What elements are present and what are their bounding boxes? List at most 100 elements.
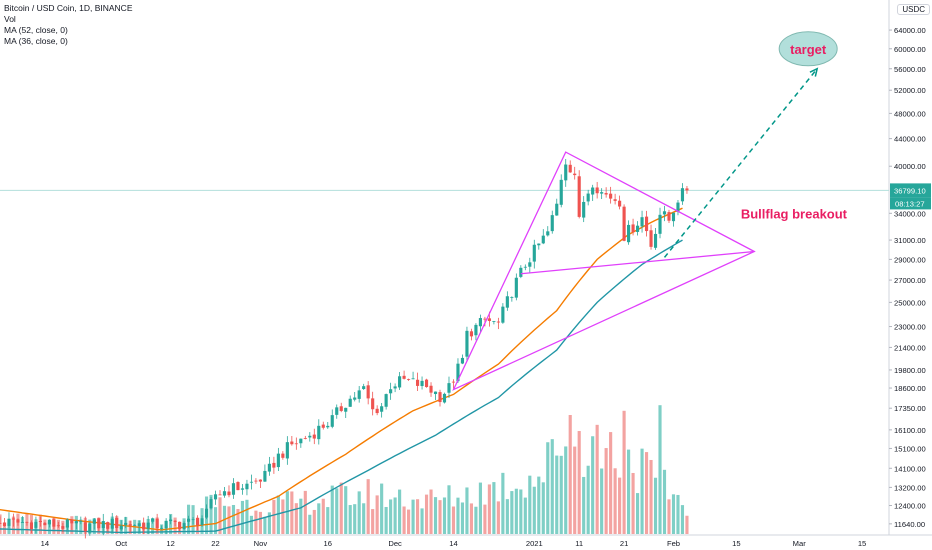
legend-volume[interactable]: Vol (4, 14, 16, 24)
price-tick-label: 31000.00 (894, 236, 926, 245)
volume-bar (398, 489, 402, 534)
volume-bar (47, 522, 51, 534)
candle (631, 218, 635, 236)
price-tick-label: 64000.00 (894, 26, 926, 35)
price-tick-label: 60000.00 (894, 45, 926, 54)
volume-bar (514, 488, 518, 534)
candle (213, 490, 218, 505)
candle-body (0, 522, 2, 524)
candle (56, 521, 60, 528)
candle (70, 519, 74, 530)
volume-bar (519, 489, 523, 534)
candle-body (254, 480, 258, 482)
candle (195, 515, 200, 531)
candle-body (312, 434, 316, 439)
candle (231, 478, 236, 499)
candle-body (420, 380, 424, 387)
candle-body (106, 522, 110, 529)
candle-body (7, 518, 11, 526)
candle-body (191, 519, 195, 521)
candle-body (34, 521, 38, 528)
candle-body (2, 522, 7, 527)
legend-ma-52[interactable]: MA (52, close, 0) (4, 25, 68, 35)
time-tick-label: Mar (793, 539, 807, 548)
candle (469, 328, 474, 341)
candle-body (586, 193, 590, 202)
candle (662, 205, 667, 222)
volume-bar (559, 455, 563, 534)
candle-body (137, 523, 141, 527)
candle (11, 513, 16, 527)
candle (451, 379, 456, 389)
candle-body (308, 435, 312, 438)
candle (0, 516, 2, 525)
candle (191, 517, 195, 525)
candle (290, 435, 294, 446)
candle-body (402, 375, 406, 379)
candle (267, 456, 271, 476)
legend-ma-36[interactable]: MA (36, close, 0) (4, 36, 68, 46)
candle (438, 389, 442, 407)
candle (335, 404, 339, 419)
price-tick-label: 23000.00 (894, 323, 926, 332)
candle-body (155, 518, 159, 528)
volume-bar (281, 499, 285, 534)
candle (128, 520, 132, 533)
time-tick-label: Feb (667, 539, 680, 548)
candle-body (384, 394, 388, 407)
candle (124, 516, 128, 529)
price-tick-label: 14100.00 (894, 464, 926, 473)
time-tick-label: 16 (324, 539, 332, 548)
price-tick-label: 11640.00 (894, 520, 925, 529)
candle-body (209, 499, 213, 509)
volume-bar (662, 469, 667, 534)
candle-body (424, 379, 429, 388)
candle (285, 436, 289, 465)
candle (348, 395, 352, 407)
candle (245, 479, 249, 496)
candle-body (79, 521, 83, 522)
candle-body (483, 318, 487, 320)
candle-body (151, 518, 155, 522)
candle-body (173, 520, 177, 522)
volume-bar (478, 482, 482, 534)
price-tick-label: 27000.00 (894, 276, 926, 285)
candle (680, 183, 685, 205)
candle-body (582, 201, 586, 218)
candle (429, 382, 433, 397)
candle-body (456, 363, 460, 382)
candle-body (460, 357, 465, 364)
candle-body (429, 385, 433, 393)
chart-legend: Bitcoin / USD Coin, 1D, BINANCE Vol MA (… (4, 3, 132, 47)
candle-body (618, 200, 622, 207)
currency-button[interactable]: USDC (897, 4, 930, 15)
candle-body (676, 202, 680, 212)
candle-body (465, 330, 469, 357)
candle-body (299, 438, 303, 444)
candle-body (164, 520, 168, 529)
candle-body (240, 488, 245, 490)
candle-body (591, 187, 595, 195)
candle-body (326, 425, 330, 428)
candle (649, 224, 653, 250)
candle-body (371, 398, 375, 410)
volume-bar (609, 432, 613, 534)
volume-bar (469, 503, 474, 534)
volume-bar (546, 442, 550, 534)
candlesticks (0, 159, 689, 539)
volume-bar (299, 498, 303, 534)
candle (7, 512, 11, 528)
volume-bar (236, 509, 240, 534)
candle-body (25, 521, 29, 523)
candle (330, 409, 334, 429)
legend-symbol[interactable]: Bitcoin / USD Coin, 1D, BINANCE (4, 3, 133, 13)
candle (88, 522, 92, 536)
candle (514, 273, 518, 301)
volume-bar (577, 431, 581, 534)
candle-body (70, 519, 74, 524)
candle (398, 372, 402, 390)
candle (550, 210, 554, 234)
volume-bar (456, 497, 460, 534)
